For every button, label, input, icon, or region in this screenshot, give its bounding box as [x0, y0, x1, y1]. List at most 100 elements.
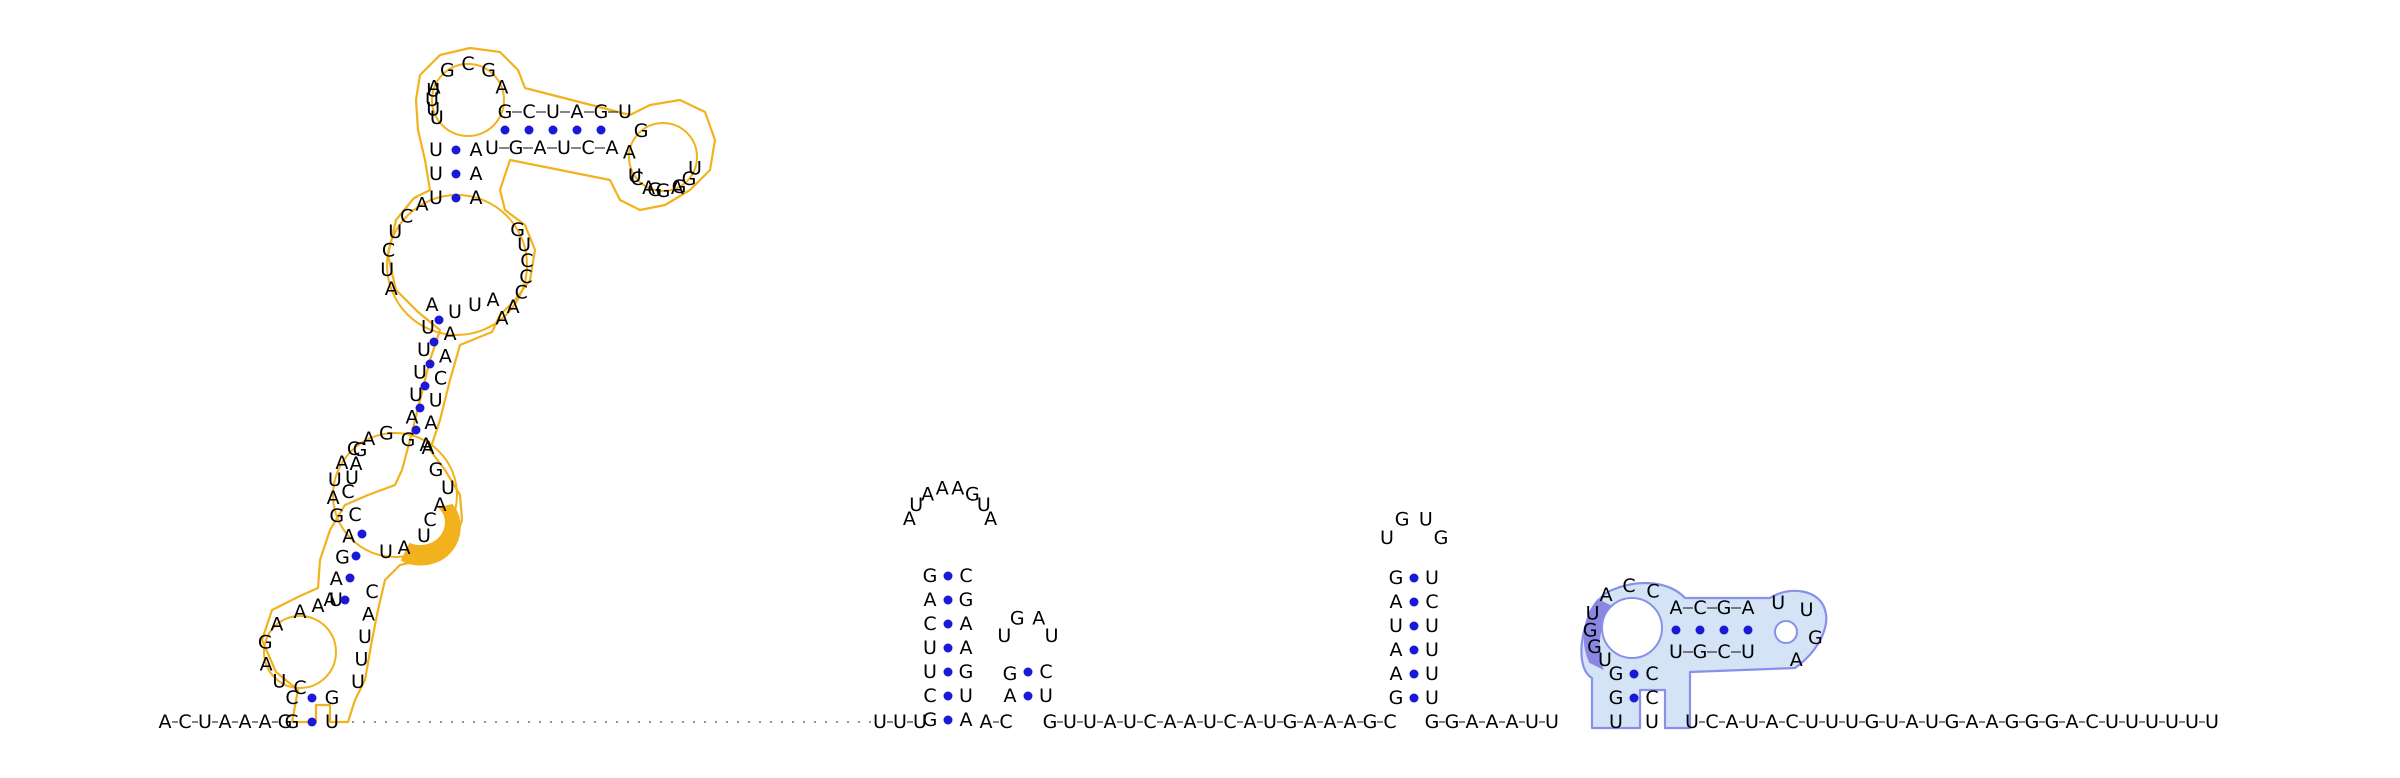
orange-domain-nucleotide: C — [423, 509, 436, 531]
orange-basepair — [345, 573, 355, 583]
orange-domain-nucleotide: C — [365, 581, 378, 603]
hairpin-3-basepair — [1409, 597, 1419, 607]
blue-loop-top: C — [1622, 575, 1635, 597]
orange-domain-nucleotide: G — [325, 687, 340, 709]
orange-domain-nucleotide: C — [434, 368, 447, 390]
right-tail-nucleotide: A — [1726, 711, 1739, 733]
blue-inner-3p: G — [1693, 641, 1708, 663]
orange-domain-nucleotide: U — [328, 469, 342, 491]
left-tail-nucleotide: G — [278, 711, 293, 733]
orange-domain-nucleotide: A — [342, 525, 355, 547]
orange-domain-nucleotide: A — [507, 296, 520, 318]
blue-inner-basepair — [1719, 625, 1729, 635]
hairpin-3-stem-3p: U — [1425, 567, 1439, 589]
orange-basepair — [425, 359, 435, 369]
blue-stem-5p: G — [1609, 687, 1624, 709]
orange-domain-nucleotide: U — [329, 589, 343, 611]
orange-domain-nucleotide: A — [330, 568, 343, 590]
orange-domain-nucleotide: U — [417, 525, 431, 547]
hairpin-3-loop: G — [1395, 509, 1410, 531]
hairpin-3-basepair — [1409, 573, 1419, 583]
orange-basepair — [548, 125, 558, 135]
right-tail-nucleotide: U — [1825, 711, 1839, 733]
orange-domain-nucleotide: G — [656, 180, 671, 202]
backbone-nucleotide: A — [1466, 711, 1479, 733]
hairpin-3-stem-5p: U — [1389, 615, 1403, 637]
orange-domain-nucleotide: C — [348, 504, 361, 526]
orange-basepair — [307, 693, 317, 703]
orange-domain-nucleotide: A — [470, 139, 483, 161]
orange-basepair — [351, 551, 361, 561]
orange-side-loop-ring — [628, 122, 698, 192]
right-tail-nucleotide: U — [1885, 711, 1899, 733]
hairpin-3-stem-5p: A — [1390, 639, 1403, 661]
backbone-nucleotide: G — [1043, 711, 1058, 733]
orange-domain-nucleotide: A — [534, 137, 547, 159]
hairpin-3-basepair — [1409, 645, 1419, 655]
orange-domain-nucleotide: U — [546, 101, 560, 123]
orange-domain-nucleotide: U — [409, 384, 423, 406]
blue-inner-5p: G — [1717, 597, 1732, 619]
orange-domain-nucleotide: A — [270, 613, 283, 635]
orange-highlight-segment — [400, 503, 461, 566]
hairpin-2-stem-3p: U — [1039, 685, 1053, 707]
right-tail-nucleotide: G — [2025, 711, 2040, 733]
orange-domain-nucleotide: U — [417, 339, 431, 361]
backbone-nucleotide: U — [1203, 711, 1217, 733]
hairpin-1-loop: A — [951, 478, 964, 500]
orange-domain-nucleotide: U — [618, 101, 632, 123]
orange-domain-nucleotide: A — [495, 308, 508, 330]
orange-domain-nucleotide: C — [630, 168, 643, 190]
backbone-nucleotide: A — [1244, 711, 1257, 733]
orange-domain-nucleotide: A — [606, 137, 619, 159]
orange-domain-nucleotide: A — [406, 407, 419, 429]
orange-domain-nucleotide: U — [557, 137, 571, 159]
backbone-nucleotide: A — [1324, 711, 1337, 733]
left-tail-nucleotide: A — [239, 711, 252, 733]
right-tail-nucleotide: G — [2045, 711, 2060, 733]
orange-domain-nucleotide: G — [440, 60, 455, 82]
orange-domain-nucleotide: C — [581, 137, 594, 159]
orange-domain-nucleotide: A — [398, 537, 411, 559]
backbone-nucleotide: A — [1486, 711, 1499, 733]
hairpin-3-loop: G — [1434, 527, 1449, 549]
backbone-nucleotide: A — [1304, 711, 1317, 733]
blue-inner-basepair — [1743, 625, 1753, 635]
right-tail-nucleotide: A — [2066, 711, 2079, 733]
orange-domain-nucleotide: G — [401, 429, 416, 451]
right-tail-nucleotide: U — [2185, 711, 2199, 733]
hairpin-1-loop: U — [909, 494, 923, 516]
backbone-nucleotide: C — [999, 711, 1012, 733]
orange-domain-nucleotide: G — [594, 101, 609, 123]
blue-loop-5p: G — [1587, 636, 1602, 658]
orange-domain-nucleotide: U — [468, 294, 482, 316]
orange-domain-nucleotide: G — [647, 179, 662, 201]
orange-domain-nucleotide: A — [434, 494, 447, 516]
orange-domain-nucleotide: C — [382, 239, 395, 261]
orange-domain-nucleotide: U — [517, 234, 531, 256]
backbone-nucleotide: A — [1184, 711, 1197, 733]
hairpin-2-stem-3p: C — [1039, 661, 1052, 683]
hairpin-3-stem-3p: U — [1425, 663, 1439, 685]
orange-domain-nucleotide: A — [420, 434, 433, 456]
blue-stem-5p: G — [1609, 663, 1624, 685]
hairpin-1-basepair — [943, 715, 953, 725]
hairpin-1-loop: A — [984, 508, 997, 530]
blue-loop-5p: U — [1598, 649, 1612, 671]
basepair-dots — [307, 125, 1753, 727]
blue-loop-top: A — [1600, 584, 1613, 606]
right-tail-nucleotide: C — [1785, 711, 1798, 733]
orange-domain-nucleotide: A — [623, 141, 636, 163]
orange-domain-nucleotide: U — [628, 165, 642, 187]
right-tail-nucleotide: U — [1925, 711, 1939, 733]
orange-domain-nucleotide: U — [413, 362, 427, 384]
backbone-nucleotide: U — [1263, 711, 1277, 733]
left-tail-nucleotide: A — [259, 711, 272, 733]
orange-domain-nucleotide: C — [400, 205, 413, 227]
orange-domain-nucleotide: A — [487, 289, 500, 311]
blue-inner-3p: U — [1669, 641, 1683, 663]
blue-inner-basepair — [1671, 625, 1681, 635]
orange-domain-nucleotide: U — [358, 626, 372, 648]
blue-domain — [1580, 581, 1828, 730]
backbone-nucleotide: U — [1083, 711, 1097, 733]
